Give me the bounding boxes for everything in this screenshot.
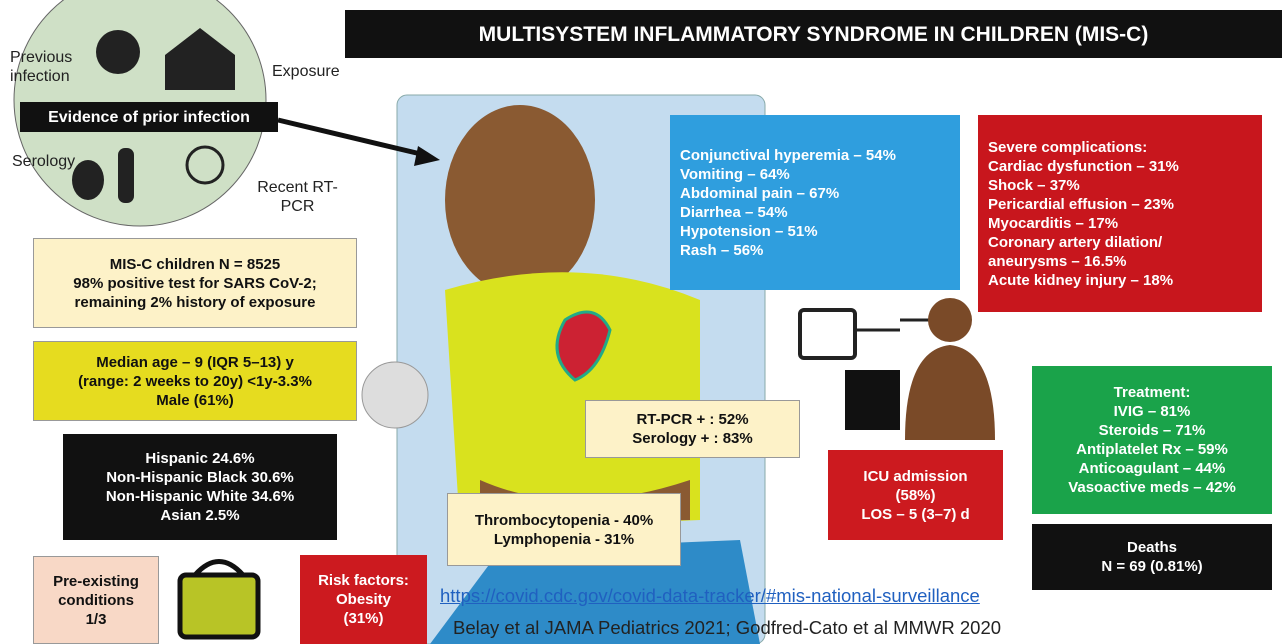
box-line: Shock – 37%: [988, 176, 1252, 195]
box-line: Asian 2.5%: [67, 506, 333, 525]
box-line: 1/3: [38, 610, 154, 629]
box-line: Antiplatelet Rx – 59%: [1036, 440, 1268, 459]
box-line: Abdominal pain – 67%: [680, 184, 950, 203]
title: MULTISYSTEM INFLAMMATORY SYNDROME IN CHI…: [345, 25, 1282, 44]
child-head: [445, 105, 595, 295]
box-line: Male (61%): [38, 391, 352, 410]
box-line: Rash – 56%: [680, 241, 950, 260]
box-line: conditions: [38, 591, 154, 610]
box-line: Myocarditis – 17%: [988, 214, 1252, 233]
box-line: (range: 2 weeks to 20y) <1y-3.3%: [38, 372, 352, 391]
box-line: N = 69 (0.81%): [1036, 557, 1268, 576]
icon-label: Recent RT-PCR: [255, 178, 340, 216]
box-line: (58%): [832, 486, 999, 505]
ventilator: [845, 370, 900, 430]
box-line: Deaths: [1036, 538, 1268, 557]
box-line: aneurysms – 16.5%: [988, 252, 1252, 271]
box-line: Treatment:: [1036, 383, 1268, 402]
icu-box: ICU admission(58%)LOS – 5 (3–7) d: [828, 450, 1003, 540]
risk-box: Risk factors:Obesity(31%): [300, 555, 427, 644]
box-line: MIS-C children N = 8525: [38, 255, 352, 274]
virus-icon: [96, 30, 140, 74]
box-line: Severe complications:: [988, 138, 1252, 157]
icon-label: Serology: [12, 152, 75, 171]
title-bar: MULTISYSTEM INFLAMMATORY SYNDROME IN CHI…: [345, 10, 1282, 58]
tube-icon: [118, 148, 134, 203]
patient-head: [928, 298, 972, 342]
symptoms-box: Conjunctival hyperemia – 54%Vomiting – 6…: [670, 115, 960, 290]
monitor: [800, 310, 855, 358]
citation: Belay et al JAMA Pediatrics 2021; Godfre…: [453, 618, 1001, 637]
box-line: Vomiting – 64%: [680, 165, 950, 184]
box-line: Serology + : 83%: [590, 429, 795, 448]
box-line: Pericardial effusion – 23%: [988, 195, 1252, 214]
box-line: LOS – 5 (3–7) d: [832, 505, 999, 524]
labs-box: Thrombocytopenia - 40%Lymphopenia - 31%: [447, 493, 681, 566]
box-line: Hypotension – 51%: [680, 222, 950, 241]
box-line: Diarrhea – 54%: [680, 203, 950, 222]
box-line: Hispanic 24.6%: [67, 449, 333, 468]
box-line: Median age – 9 (IQR 5–13) y: [38, 353, 352, 372]
icon-label: Previous infection: [10, 48, 85, 86]
box-line: Risk factors:: [304, 571, 423, 590]
link[interactable]: https://covid.cdc.gov/covid-data-tracker…: [440, 586, 980, 605]
patient-body: [905, 345, 995, 440]
complications-box: Severe complications:Cardiac dysfunction…: [978, 115, 1262, 312]
box-line: Cardiac dysfunction – 31%: [988, 157, 1252, 176]
box-line: Non-Hispanic Black 30.6%: [67, 468, 333, 487]
box-line: Lymphopenia - 31%: [452, 530, 676, 549]
tests-box: RT-PCR + : 52%Serology + : 83%: [585, 400, 800, 458]
box-line: Thrombocytopenia - 40%: [452, 511, 676, 530]
treatment-box: Treatment:IVIG – 81%Steroids – 71%Antipl…: [1032, 366, 1272, 514]
box-line: Coronary artery dilation/: [988, 233, 1252, 252]
box-line: remaining 2% history of exposure: [38, 293, 352, 312]
scale-icon: [180, 575, 258, 637]
ethnicity-box: Hispanic 24.6%Non-Hispanic Black 30.6%No…: [63, 434, 337, 540]
box-line: Non-Hispanic White 34.6%: [67, 487, 333, 506]
box-line: (31%): [304, 609, 423, 628]
box-line: Acute kidney injury – 18%: [988, 271, 1252, 290]
box-line: ICU admission: [832, 467, 999, 486]
blood-icon: [72, 160, 104, 200]
tube: [855, 320, 940, 330]
box-line: Pre-existing: [38, 572, 154, 591]
box-line: Conjunctival hyperemia – 54%: [680, 146, 950, 165]
icon-label: Exposure: [272, 62, 340, 81]
box-line: Steroids – 71%: [1036, 421, 1268, 440]
box-line: IVIG – 81%: [1036, 402, 1268, 421]
page: MULTISYSTEM INFLAMMATORY SYNDROME IN CHI…: [0, 0, 1282, 644]
box-line: Anticoagulant – 44%: [1036, 459, 1268, 478]
box-line: 98% positive test for SARS CoV-2;: [38, 274, 352, 293]
age-box: Median age – 9 (IQR 5–13) y(range: 2 wee…: [33, 341, 357, 421]
box-line: RT-PCR + : 52%: [590, 410, 795, 429]
box-line: Obesity: [304, 590, 423, 609]
lab-icon: [362, 362, 428, 428]
prior-infection-box: Evidence of prior infection: [20, 102, 278, 132]
prior-infection-label: Evidence of prior infection: [20, 108, 278, 127]
box-line: Vasoactive meds – 42%: [1036, 478, 1268, 497]
